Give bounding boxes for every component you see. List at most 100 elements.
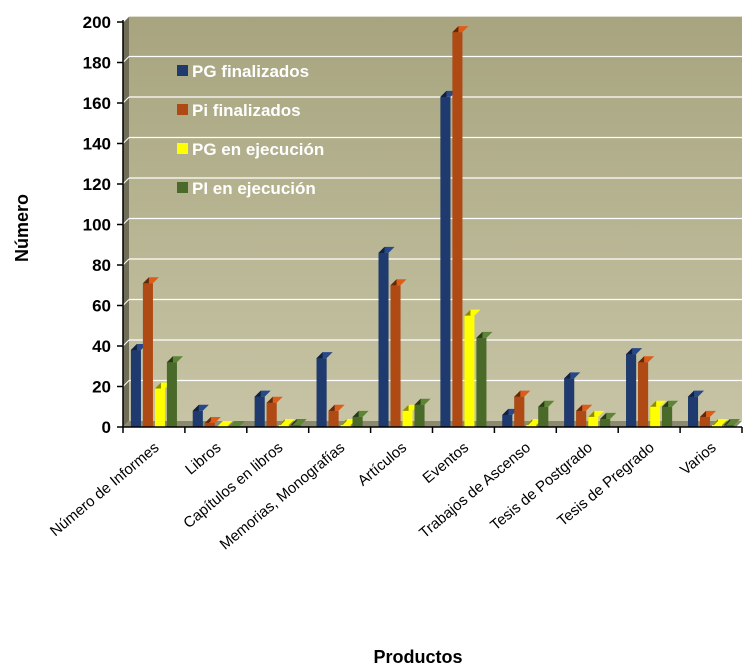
- gridline-side: [122, 96, 130, 104]
- gridline-side: [122, 218, 130, 225]
- y-axis-title: Número: [12, 194, 32, 262]
- bar-front: [316, 358, 327, 427]
- legend-item: PI en ejecución: [177, 179, 316, 198]
- bar-front: [576, 410, 587, 427]
- y-axis-ticks: 0 20 40 60 80 100 120 140 160 180 200: [83, 13, 123, 437]
- bar: [476, 331, 493, 427]
- bar: [638, 356, 655, 427]
- legend-swatch: [177, 182, 188, 193]
- bar-front: [378, 252, 389, 427]
- bar-front: [700, 416, 711, 427]
- bar-front: [340, 424, 351, 427]
- bar: [650, 400, 667, 427]
- bar: [192, 404, 209, 427]
- bar-front: [290, 424, 301, 427]
- bar-front: [254, 396, 265, 427]
- bar: [142, 277, 159, 427]
- bar-front: [476, 337, 487, 427]
- bar: [464, 309, 481, 427]
- gridline-side: [122, 137, 130, 144]
- bar: [414, 398, 431, 427]
- bar: [712, 418, 729, 427]
- bar: [316, 352, 333, 427]
- bar-front: [688, 396, 699, 427]
- bar: [700, 410, 717, 427]
- bar-front: [526, 424, 537, 427]
- bar: [204, 416, 221, 427]
- legend-item: PG finalizados: [177, 62, 309, 81]
- bar: [278, 418, 295, 427]
- y-tick-label: 60: [92, 297, 111, 316]
- y-tick-label: 160: [83, 94, 111, 113]
- bar: [390, 279, 407, 427]
- bar-front: [588, 416, 599, 427]
- bar-front: [600, 418, 611, 427]
- bar-top: [724, 418, 741, 425]
- bar-top: [290, 418, 307, 425]
- bars: [130, 26, 741, 428]
- gridline-side: [122, 380, 130, 387]
- y-tick-label: 80: [92, 256, 111, 275]
- bar-front: [142, 283, 153, 427]
- bar-front: [464, 315, 475, 427]
- bar-top: [216, 421, 233, 427]
- bar-front: [564, 378, 575, 427]
- bar-front: [502, 414, 513, 427]
- legend-label: PI en ejecución: [192, 179, 316, 198]
- bar: [724, 418, 741, 427]
- bar: [166, 356, 183, 427]
- y-tick-label: 20: [92, 378, 111, 397]
- x-tick-label: Varios: [677, 439, 720, 479]
- bar-front: [514, 396, 525, 427]
- bar: [600, 412, 617, 427]
- legend: PG finalizados Pi finalizados PG en ejecuc…: [177, 62, 324, 198]
- bar-front: [328, 410, 339, 427]
- x-axis-title: Productos: [373, 647, 462, 667]
- y-tick-label: 140: [83, 135, 111, 154]
- bar-front: [724, 424, 735, 427]
- bar-front: [626, 354, 637, 427]
- bar-front: [712, 424, 723, 427]
- x-tick-label: Artículos: [354, 439, 410, 490]
- gridline-side: [122, 299, 130, 306]
- bar-front: [204, 422, 215, 427]
- bar-front: [192, 410, 203, 427]
- legend-label: Pi finalizados: [192, 101, 301, 120]
- y-tick-label: 180: [83, 54, 111, 73]
- y-tick-label: 100: [83, 216, 111, 235]
- bar: [378, 246, 395, 427]
- bar-front: [402, 410, 413, 427]
- x-tick-label: Número de Informes: [47, 439, 163, 540]
- gridline-side: [122, 339, 130, 347]
- legend-label: PG finalizados: [192, 62, 309, 81]
- bar: [254, 390, 271, 427]
- bar-front: [650, 406, 661, 427]
- x-tick-label: Memorias, Monografías: [217, 439, 349, 553]
- floor: [123, 421, 742, 427]
- bar-front: [266, 402, 277, 427]
- gridline-side: [122, 15, 130, 23]
- x-tick-label: Tesis de Postgrado: [487, 439, 596, 534]
- bar-front: [166, 362, 177, 427]
- bar: [662, 400, 679, 427]
- y-tick-label: 0: [102, 418, 111, 437]
- bar: [564, 372, 581, 427]
- bar-front: [278, 424, 289, 427]
- bar: [290, 418, 307, 427]
- bar: [514, 390, 531, 427]
- x-tick-label: Eventos: [420, 439, 472, 487]
- bar-front: [638, 362, 649, 427]
- bar: [538, 400, 555, 427]
- legend-swatch: [177, 143, 188, 154]
- bar: [266, 396, 283, 427]
- bar: [328, 404, 345, 427]
- x-tick-label: Libros: [182, 439, 224, 478]
- bar-front: [452, 32, 463, 427]
- bar-front: [662, 406, 673, 427]
- bar-top: [228, 421, 245, 427]
- bar-front: [154, 388, 165, 427]
- bar-front: [440, 96, 451, 428]
- y-tick-label: 200: [83, 13, 111, 32]
- bar: [452, 26, 469, 427]
